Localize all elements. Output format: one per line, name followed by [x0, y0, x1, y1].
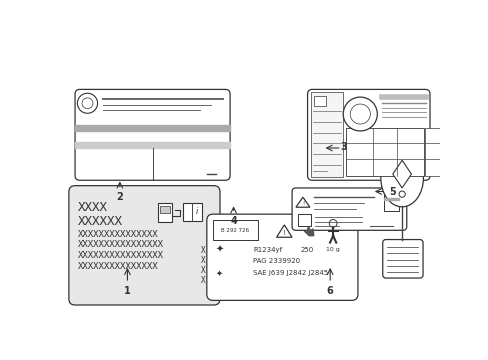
- Text: X: X: [200, 266, 205, 275]
- Text: X: X: [200, 276, 205, 285]
- Text: X: X: [200, 256, 205, 265]
- Circle shape: [328, 220, 336, 227]
- Bar: [213, 220, 258, 239]
- Bar: [158, 203, 172, 222]
- Text: ✦: ✦: [215, 244, 223, 255]
- Bar: [160, 206, 169, 213]
- Text: 2: 2: [116, 192, 123, 202]
- Text: R1234yf: R1234yf: [253, 247, 282, 253]
- Text: XXXX: XXXX: [78, 201, 108, 214]
- Circle shape: [82, 98, 93, 109]
- Polygon shape: [304, 226, 313, 236]
- Polygon shape: [295, 197, 309, 207]
- Text: 10 g: 10 g: [325, 247, 339, 252]
- Text: ✦: ✦: [215, 268, 222, 277]
- Bar: [298, 214, 310, 226]
- FancyBboxPatch shape: [75, 89, 230, 180]
- Text: B 292 726: B 292 726: [221, 228, 249, 233]
- FancyBboxPatch shape: [382, 239, 422, 278]
- Bar: [313, 95, 325, 106]
- FancyBboxPatch shape: [69, 186, 220, 305]
- Text: X: X: [200, 246, 205, 255]
- Text: PAG 2339920: PAG 2339920: [253, 258, 300, 264]
- Polygon shape: [276, 225, 291, 237]
- Text: 3: 3: [339, 142, 346, 152]
- Text: XXXXXXXXXXXXXXX: XXXXXXXXXXXXXXX: [78, 262, 159, 271]
- Text: XXXXXXXXXXXXXXX: XXXXXXXXXXXXXXX: [78, 230, 159, 239]
- Text: i: i: [195, 207, 198, 216]
- Text: !: !: [301, 201, 304, 206]
- Polygon shape: [392, 160, 410, 188]
- Text: 5: 5: [388, 186, 395, 197]
- Text: XXXXXXXXXXXXXXXX: XXXXXXXXXXXXXXXX: [78, 240, 164, 249]
- Text: 4: 4: [230, 216, 237, 226]
- Text: !: !: [283, 230, 285, 235]
- Circle shape: [349, 104, 369, 124]
- Bar: [310, 93, 343, 177]
- Text: 1: 1: [124, 286, 131, 296]
- FancyBboxPatch shape: [206, 214, 357, 300]
- FancyBboxPatch shape: [307, 89, 429, 180]
- Bar: [183, 203, 202, 221]
- Text: SAE J639 J2842 J2845: SAE J639 J2842 J2845: [253, 270, 328, 276]
- Text: XXXXXXXXXXXXXXXX: XXXXXXXXXXXXXXXX: [78, 251, 164, 260]
- Ellipse shape: [380, 149, 423, 207]
- Text: 250: 250: [300, 247, 314, 253]
- Circle shape: [77, 93, 97, 113]
- Bar: [425, 128, 442, 176]
- Text: XXXXXX: XXXXXX: [78, 215, 123, 228]
- Bar: [346, 128, 423, 176]
- Circle shape: [343, 97, 377, 131]
- Circle shape: [398, 191, 405, 197]
- Text: 6: 6: [326, 286, 333, 296]
- Bar: [383, 194, 398, 211]
- FancyBboxPatch shape: [291, 188, 406, 230]
